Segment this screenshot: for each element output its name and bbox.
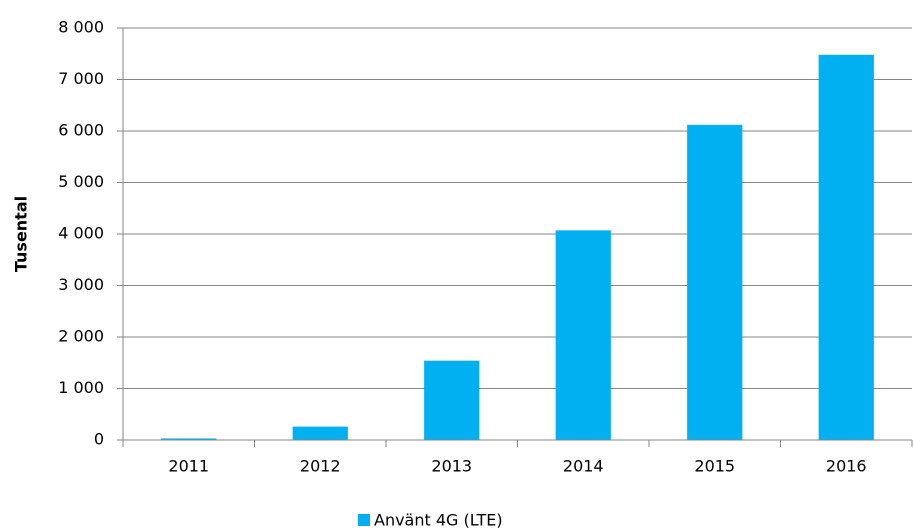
y-tick-label: 2 000: [58, 327, 104, 346]
y-tick-label: 7 000: [58, 69, 104, 88]
bar: [424, 360, 480, 440]
x-tick-label: 2011: [168, 457, 209, 476]
x-tick-label: 2013: [431, 457, 472, 476]
bar: [818, 54, 874, 440]
bar: [555, 230, 611, 440]
y-tick-label: 1 000: [58, 378, 104, 397]
x-tick-label: 2015: [694, 457, 735, 476]
y-tick-label: 6 000: [58, 121, 104, 140]
y-tick-label: 0: [94, 430, 104, 449]
y-tick-label: 3 000: [58, 275, 104, 294]
x-tick-label: 2016: [826, 457, 867, 476]
y-axis-label: Tusental: [12, 196, 31, 272]
bar: [292, 426, 348, 440]
y-tick-label: 8 000: [58, 18, 104, 37]
y-tick-label: 5 000: [58, 172, 104, 191]
legend-swatch: [358, 514, 370, 526]
x-tick-label: 2014: [563, 457, 604, 476]
y-tick-label: 4 000: [58, 224, 104, 243]
legend-label: Använt 4G (LTE): [374, 511, 503, 530]
x-tick-label: 2012: [300, 457, 341, 476]
bar: [687, 124, 743, 440]
bar: [161, 438, 217, 440]
